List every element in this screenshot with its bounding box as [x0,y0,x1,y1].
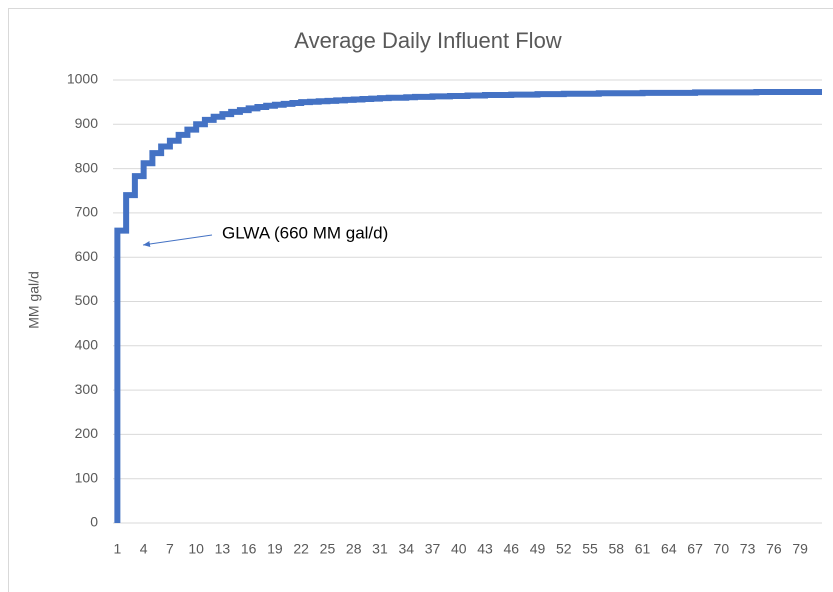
y-tick-label: 0 [90,514,98,530]
y-axis-label: MM gal/d [26,271,42,329]
x-tick-label: 61 [635,541,651,557]
x-tick-label: 64 [661,541,677,557]
y-tick-label: 100 [75,469,99,485]
x-tick-label: 22 [293,541,309,557]
x-tick-label: 76 [766,541,782,557]
y-tick-label: 500 [75,292,99,308]
x-tick-label: 34 [398,541,414,557]
x-tick-label: 13 [215,541,231,557]
chart-title: Average Daily Influent Flow [294,28,562,53]
line [114,88,822,523]
x-tick-label: 16 [241,541,257,557]
x-tick-label: 70 [714,541,730,557]
y-tick-label: 300 [75,381,99,397]
x-tick-label: 52 [556,541,572,557]
x-tick-label: 10 [188,541,204,557]
annotation-arrow [142,234,213,247]
x-tick-label: 37 [425,541,441,557]
x-tick-label: 19 [267,541,283,557]
x-tick-label: 4 [140,541,148,557]
x-tick-label: 28 [346,541,362,557]
x-tick-label: 40 [451,541,467,557]
x-tick-label: 43 [477,541,493,557]
y-tick-label: 1000 [67,71,98,87]
y-tick-label: 200 [75,425,99,441]
x-tick-label: 25 [320,541,336,557]
x-tick-label: 79 [792,541,808,557]
y-tick-label: 800 [75,159,99,175]
x-tick-label: 1 [113,541,121,557]
y-tick-label: 400 [75,337,99,353]
annotation: GLWA (660 MM gal/d) [222,223,388,242]
x-tick-label: 73 [740,541,756,557]
chart-border [8,8,833,592]
x-tick-label: 49 [530,541,546,557]
y-tick-label: 700 [75,204,99,220]
x-tick-label: 58 [609,541,625,557]
x-tick-label: 67 [687,541,703,557]
x-tick-label: 7 [166,541,174,557]
y-tick-label: 600 [75,248,99,264]
x-tick-label: 31 [372,541,388,557]
y-tick-label: 900 [75,115,99,131]
x-tick-label: 46 [503,541,519,557]
x-tick-label: 55 [582,541,598,557]
